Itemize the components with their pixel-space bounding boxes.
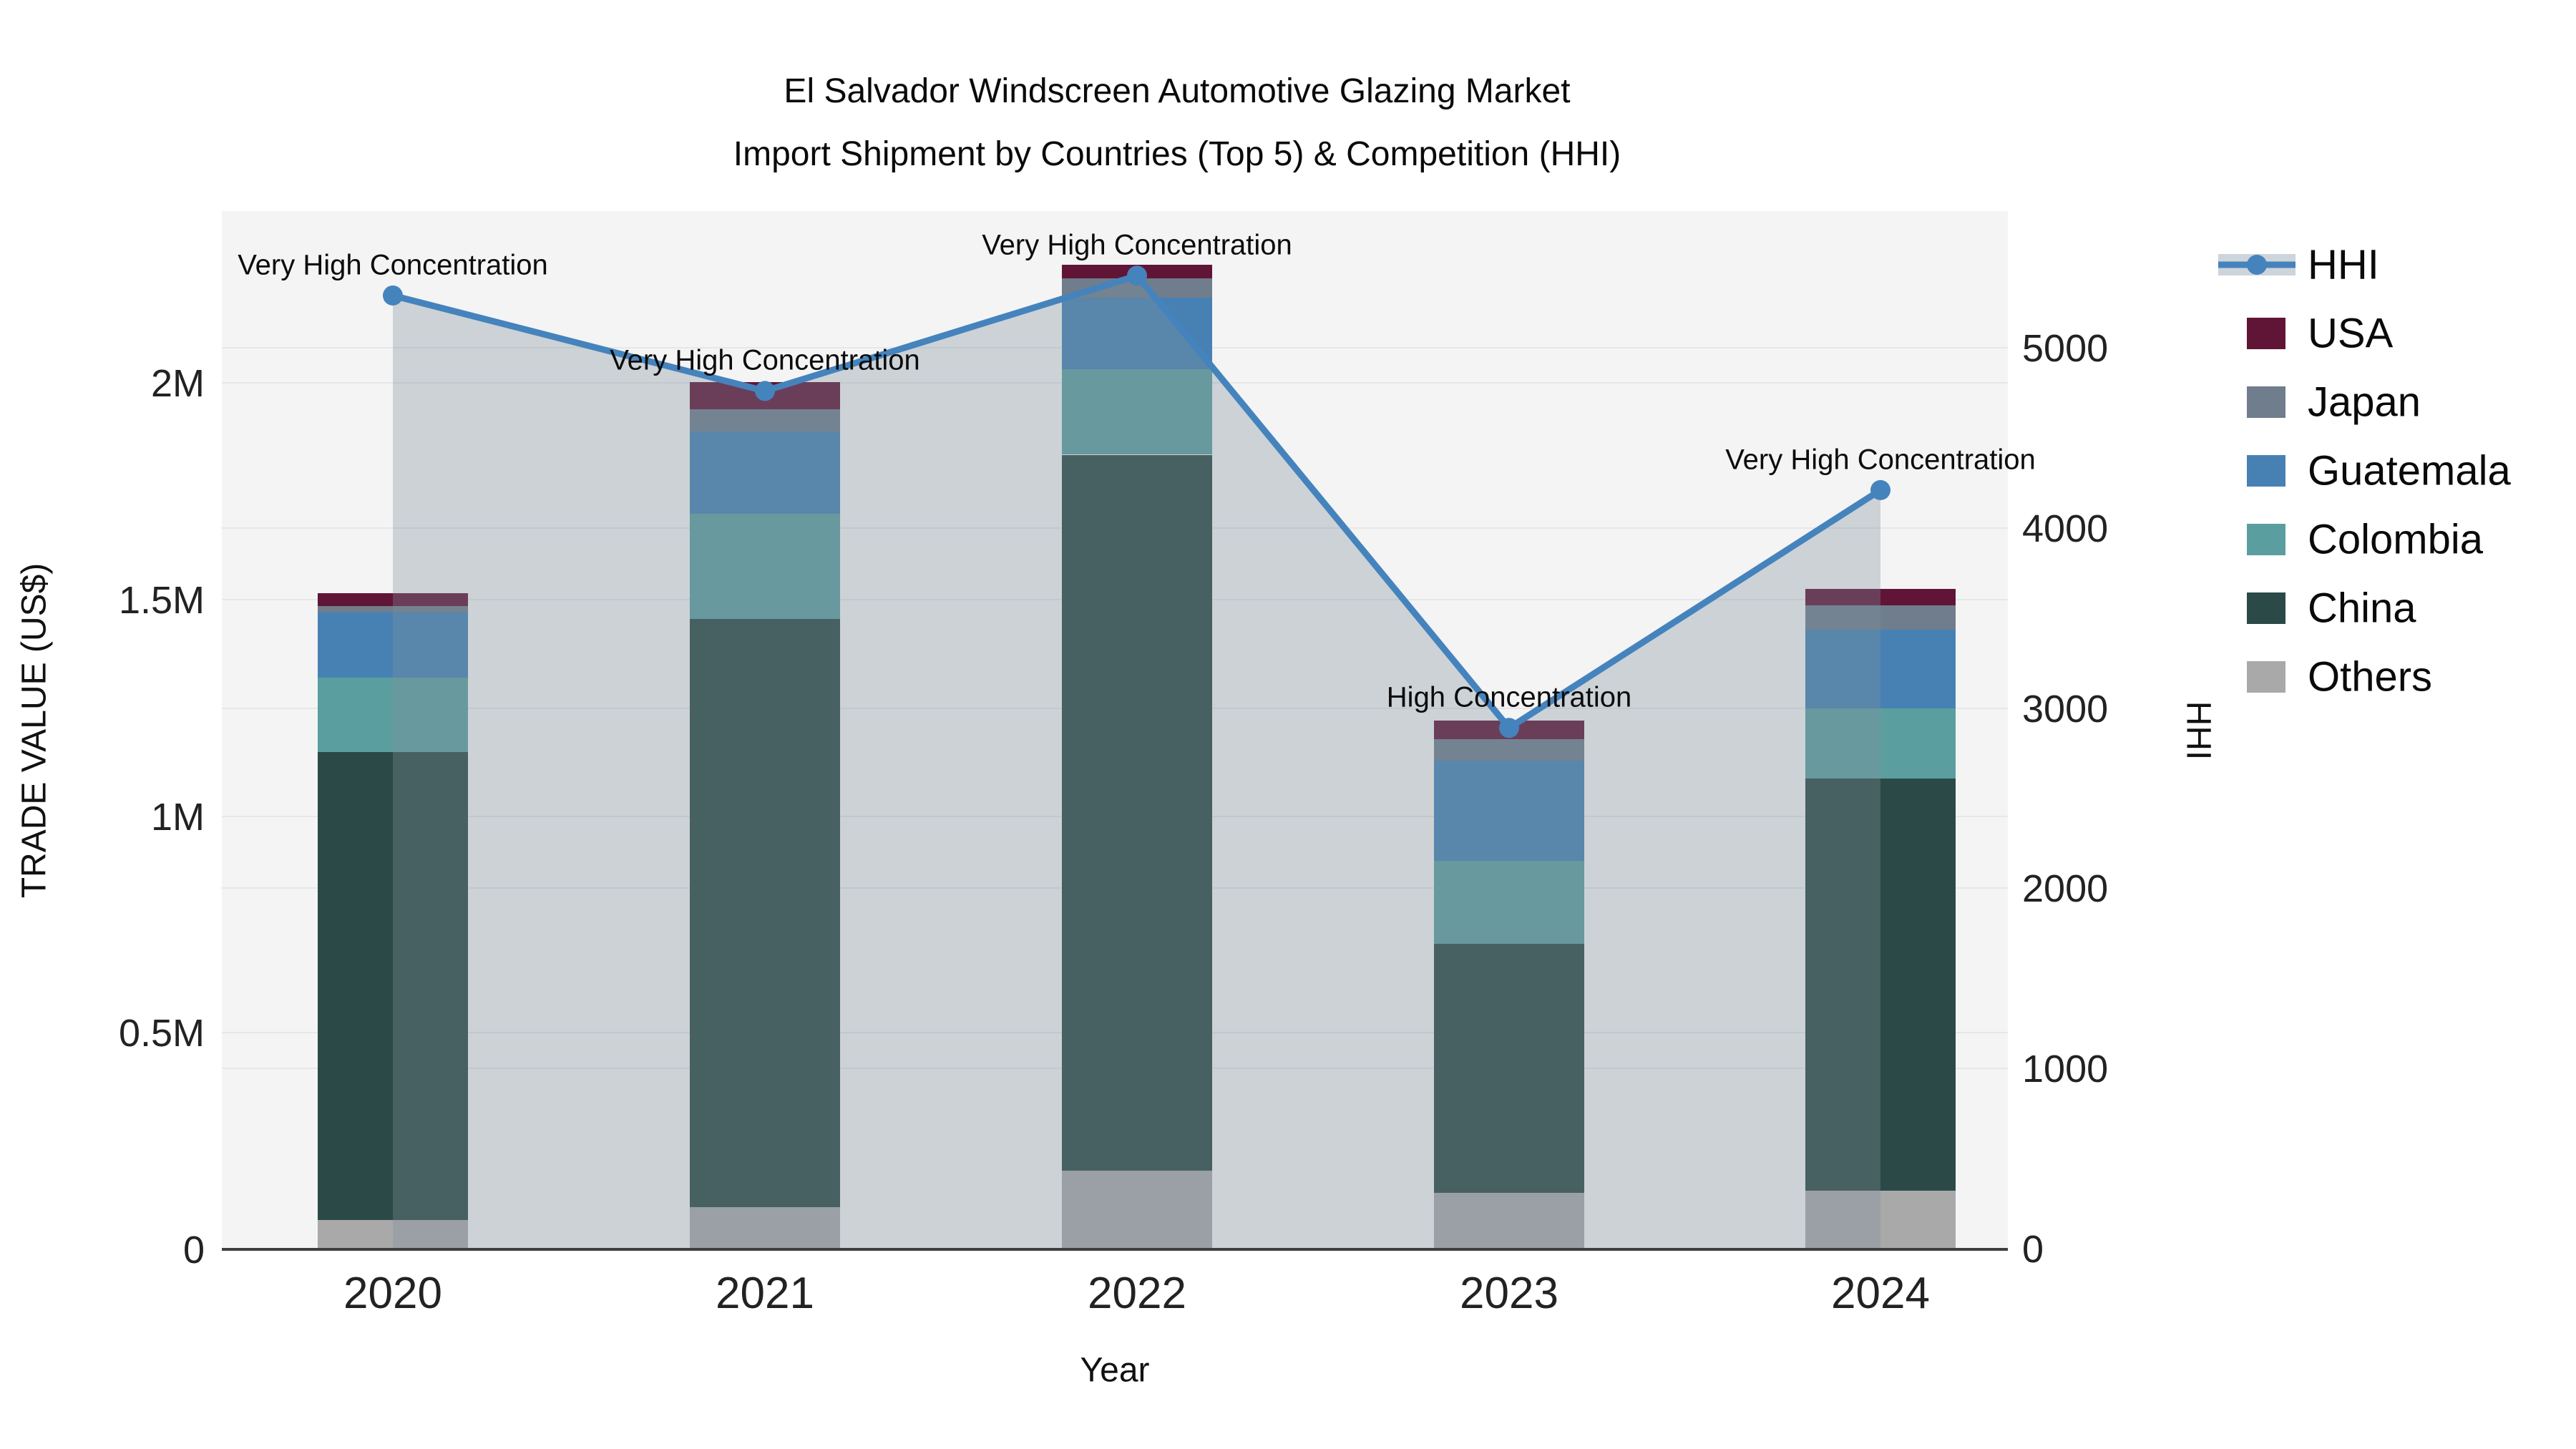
annotation-2022: Very High Concentration (982, 229, 1292, 261)
legend-swatch-guatemala (2247, 455, 2285, 487)
legend-label-usa: USA (2308, 310, 2394, 357)
legend-swatch-colombia (2247, 524, 2285, 555)
bar-segment-china-2024[interactable] (1805, 779, 1956, 1191)
legend-item-hhi[interactable]: HHI (2218, 241, 2562, 288)
right-tick-5000: 5000 (2022, 327, 2109, 370)
legend-item-colombia[interactable]: Colombia (2218, 516, 2562, 563)
x-tick-2021: 2021 (716, 1269, 814, 1318)
hhi-marker-2023[interactable] (1499, 718, 1519, 738)
legend-swatch-japan (2247, 386, 2285, 418)
right-tick-3000: 3000 (2022, 687, 2109, 731)
bar-segment-colombia-2023[interactable] (1434, 860, 1584, 945)
left-tick-0: 0 (182, 1229, 205, 1272)
bar-segment-china-2020[interactable] (318, 751, 468, 1220)
annotation-2024: Very High Concentration (1725, 444, 2036, 476)
hhi-marker-2024[interactable] (1870, 479, 1890, 500)
chart-title-line1: El Salvador Windscreen Automotive Glazin… (784, 72, 1571, 110)
legend-hhi-marker-swatch (2247, 255, 2267, 275)
left-tick-1.5M: 1.5M (118, 578, 205, 622)
bar-segment-china-2023[interactable] (1434, 944, 1584, 1194)
right-tick-2000: 2000 (2022, 867, 2109, 911)
right-axis-title: HHI (2179, 701, 2218, 760)
legend-swatch-china (2247, 592, 2285, 624)
legend-label-hhi: HHI (2308, 241, 2379, 288)
left-tick-0.5M: 0.5M (118, 1012, 205, 1055)
right-tick-4000: 4000 (2022, 507, 2109, 550)
bar-segment-japan-2021[interactable] (690, 409, 840, 431)
bar-segment-usa-2020[interactable] (318, 592, 468, 606)
hhi-marker-2022[interactable] (1127, 265, 1147, 286)
left-tick-1M: 1M (150, 795, 205, 839)
hhi-area (393, 275, 1880, 1249)
bar-segment-china-2021[interactable] (690, 618, 840, 1208)
legend-swatch-usa (2247, 318, 2285, 349)
bar-segment-others-2020[interactable] (318, 1219, 468, 1249)
x-tick-2020: 2020 (343, 1269, 442, 1318)
bar-segment-colombia-2021[interactable] (690, 513, 840, 619)
bar-segment-guatemala-2023[interactable] (1434, 760, 1584, 861)
chart-title: El Salvador Windscreen Automotive Glazin… (462, 60, 1893, 186)
bar-segment-colombia-2020[interactable] (318, 677, 468, 752)
bar-segment-china-2022[interactable] (1062, 454, 1212, 1171)
right-tick-0: 0 (2022, 1228, 2044, 1271)
chart-title-line2: Import Shipment by Countries (Top 5) & C… (733, 135, 1621, 173)
legend-label-china: China (2308, 585, 2416, 632)
x-tick-2024: 2024 (1831, 1269, 1930, 1318)
right-tick-1000: 1000 (2022, 1048, 2109, 1091)
x-tick-2022: 2022 (1088, 1269, 1186, 1318)
bar-segment-japan-2024[interactable] (1805, 605, 1956, 630)
bar-segment-guatemala-2020[interactable] (318, 612, 468, 678)
x-axis-line (222, 1248, 2008, 1251)
legend-label-others: Others (2308, 653, 2433, 701)
bar-segment-japan-2023[interactable] (1434, 738, 1584, 761)
bar-segment-colombia-2024[interactable] (1805, 708, 1956, 779)
annotation-2021: Very High Concentration (610, 344, 920, 376)
legend-swatch-others (2247, 661, 2285, 693)
legend-item-usa[interactable]: USA (2218, 310, 2562, 357)
bar-segment-japan-2020[interactable] (318, 605, 468, 613)
legend-item-guatemala[interactable]: Guatemala (2218, 447, 2562, 494)
legend-label-japan: Japan (2308, 379, 2421, 426)
legend-label-guatemala: Guatemala (2308, 447, 2511, 494)
bar-segment-others-2022[interactable] (1062, 1170, 1212, 1249)
bar-segment-usa-2024[interactable] (1805, 589, 1956, 606)
annotation-2023: High Concentration (1386, 681, 1632, 713)
hhi-marker-2020[interactable] (383, 285, 403, 306)
bar-segment-others-2024[interactable] (1805, 1191, 1956, 1249)
bar-segment-others-2023[interactable] (1434, 1193, 1584, 1249)
bar-segment-guatemala-2021[interactable] (690, 431, 840, 514)
x-axis-title: Year (1080, 1351, 1150, 1390)
annotation-2020: Very High Concentration (238, 249, 548, 281)
left-tick-2M: 2M (150, 362, 205, 405)
legend-item-china[interactable]: China (2218, 585, 2562, 632)
bar-segment-guatemala-2024[interactable] (1805, 629, 1956, 708)
legend-item-others[interactable]: Others (2218, 653, 2562, 701)
hhi-marker-2021[interactable] (755, 381, 775, 401)
legend-item-japan[interactable]: Japan (2218, 379, 2562, 426)
legend-label-colombia: Colombia (2308, 516, 2483, 563)
bar-segment-colombia-2022[interactable] (1062, 369, 1212, 455)
bar-segment-others-2021[interactable] (690, 1207, 840, 1249)
x-tick-2023: 2023 (1460, 1269, 1558, 1318)
